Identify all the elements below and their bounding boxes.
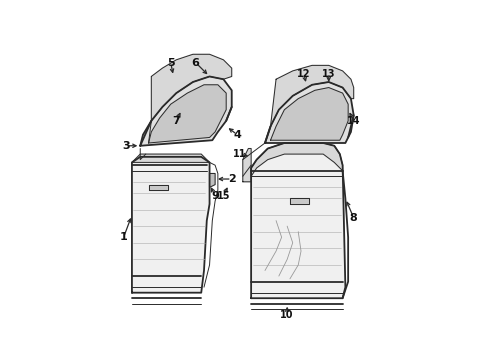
Polygon shape xyxy=(265,82,354,143)
Polygon shape xyxy=(148,85,226,143)
Polygon shape xyxy=(132,157,210,293)
Text: 10: 10 xyxy=(280,310,294,320)
Text: 11: 11 xyxy=(233,149,247,159)
Text: 14: 14 xyxy=(347,116,361,126)
Text: 13: 13 xyxy=(322,69,336,79)
Polygon shape xyxy=(140,76,232,146)
Polygon shape xyxy=(251,143,343,176)
Text: 15: 15 xyxy=(217,191,230,201)
Polygon shape xyxy=(148,185,168,190)
Polygon shape xyxy=(290,198,309,204)
Text: 6: 6 xyxy=(192,58,199,68)
Text: 4: 4 xyxy=(233,130,241,140)
Polygon shape xyxy=(251,143,345,298)
Polygon shape xyxy=(132,154,210,162)
Polygon shape xyxy=(151,54,232,121)
Text: 9: 9 xyxy=(211,191,219,201)
Text: 1: 1 xyxy=(120,232,127,242)
Polygon shape xyxy=(210,174,215,187)
Polygon shape xyxy=(270,87,348,140)
Polygon shape xyxy=(243,149,251,182)
Text: 5: 5 xyxy=(167,58,174,68)
Text: 7: 7 xyxy=(172,116,180,126)
Text: 12: 12 xyxy=(297,69,311,79)
Text: 2: 2 xyxy=(228,174,236,184)
Text: 8: 8 xyxy=(350,213,358,223)
Polygon shape xyxy=(270,66,354,126)
Text: 3: 3 xyxy=(122,141,130,151)
